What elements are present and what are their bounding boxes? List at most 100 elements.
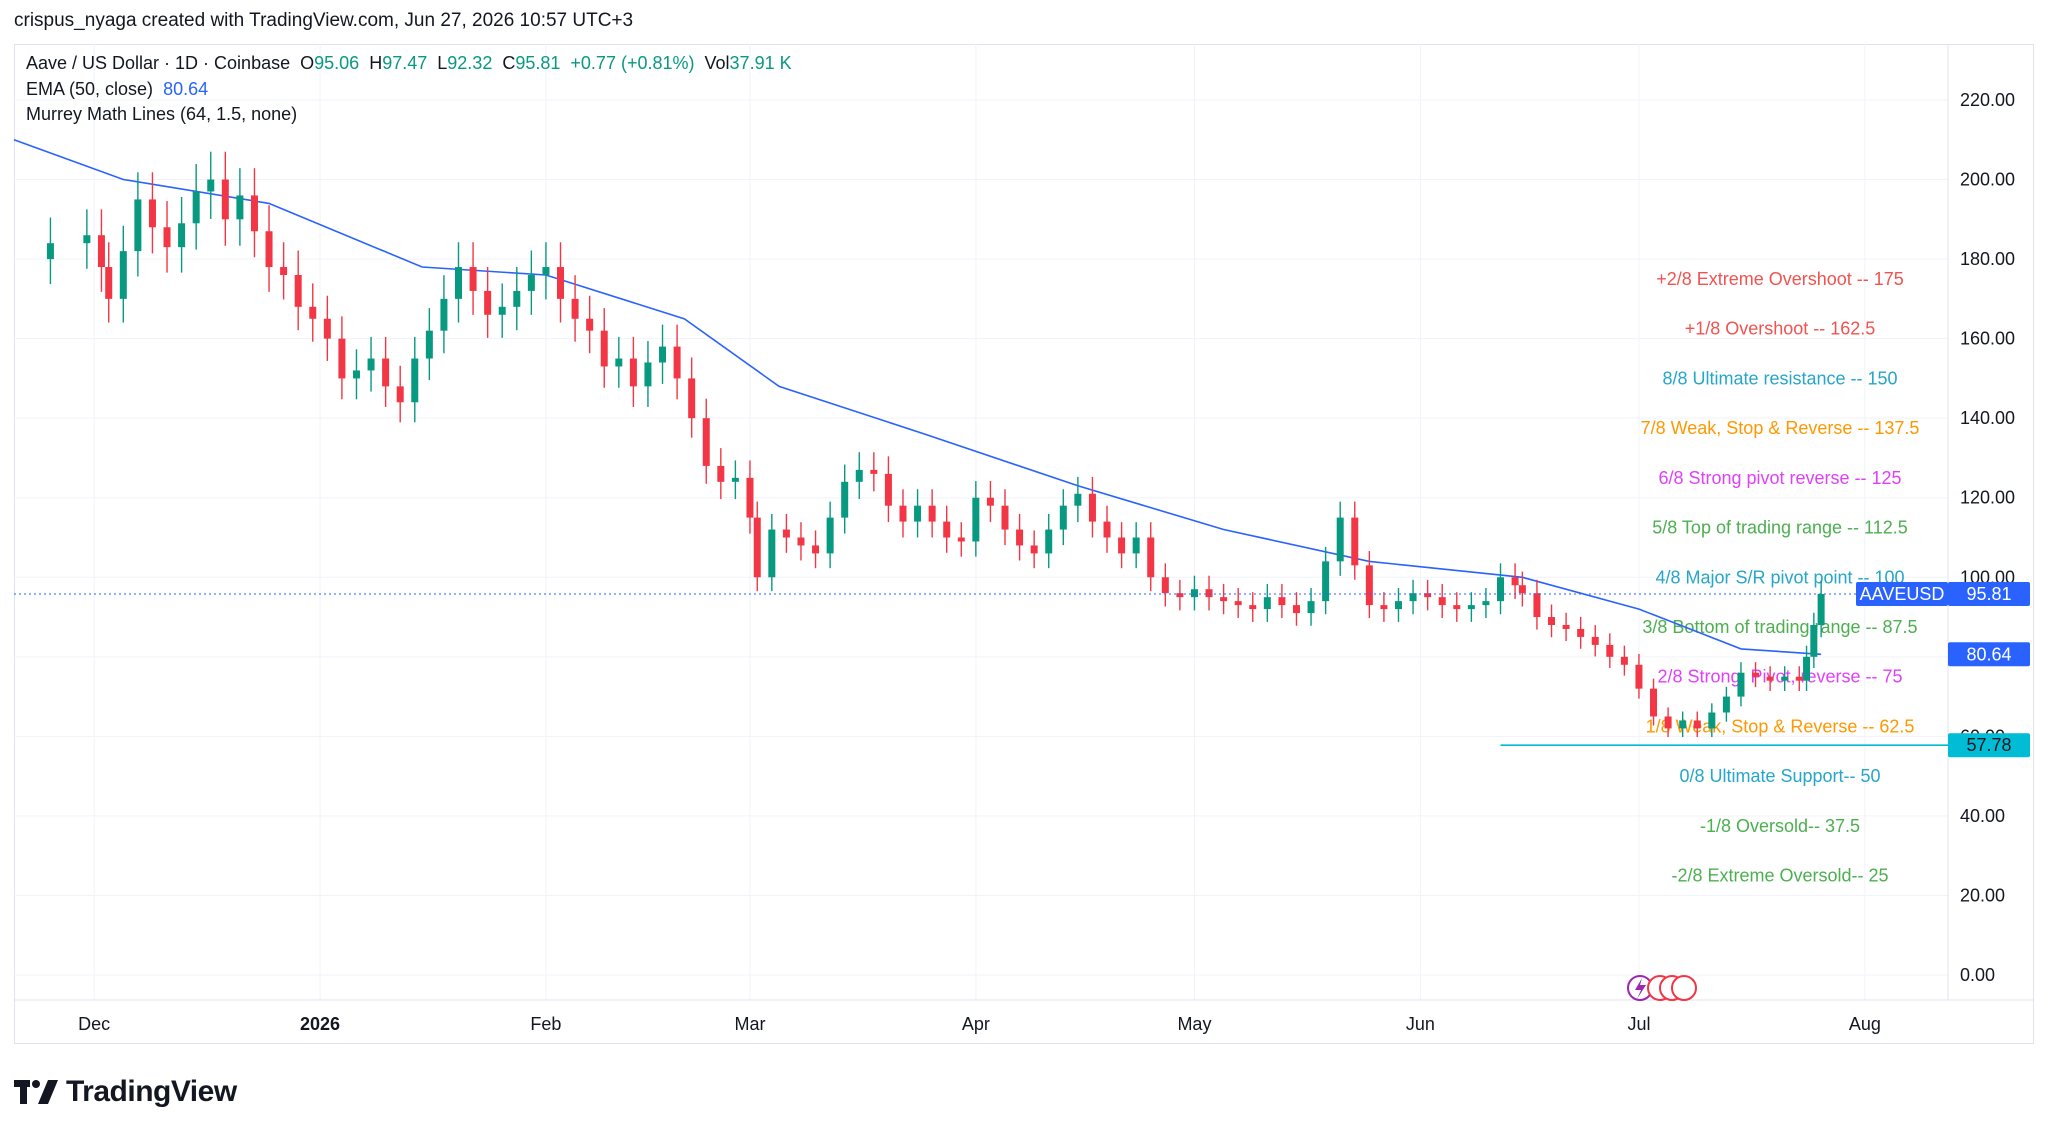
candle[interactable]	[571, 275, 579, 342]
candle[interactable]	[1161, 563, 1169, 607]
candle[interactable]	[688, 357, 696, 438]
candle[interactable]	[1511, 563, 1519, 599]
candle[interactable]	[1635, 653, 1643, 699]
candle[interactable]	[1620, 645, 1628, 676]
candle[interactable]	[826, 501, 834, 569]
candle[interactable]	[105, 242, 113, 323]
candle[interactable]	[97, 209, 105, 292]
candle[interactable]	[1074, 476, 1082, 523]
candle[interactable]	[294, 250, 302, 331]
candle[interactable]	[250, 168, 258, 258]
candle[interactable]	[746, 460, 754, 534]
candle[interactable]	[1307, 588, 1315, 626]
candle[interactable]	[513, 266, 521, 331]
candle[interactable]	[673, 324, 681, 400]
candle[interactable]	[768, 513, 776, 592]
candle[interactable]	[265, 205, 273, 292]
candle[interactable]	[1482, 588, 1490, 619]
candle[interactable]	[943, 505, 951, 553]
candle[interactable]	[1795, 666, 1803, 691]
us-flag-icon[interactable]	[1671, 975, 1697, 1001]
candle[interactable]	[1606, 633, 1614, 668]
candle[interactable]	[1336, 501, 1344, 576]
candle[interactable]	[163, 201, 171, 273]
candle[interactable]	[899, 489, 907, 538]
candle[interactable]	[717, 448, 725, 500]
candle[interactable]	[207, 151, 215, 219]
candle[interactable]	[1518, 571, 1526, 607]
candle[interactable]	[586, 295, 594, 354]
candle[interactable]	[1220, 583, 1228, 615]
candle[interactable]	[986, 481, 994, 523]
candle[interactable]	[1045, 513, 1053, 569]
candle[interactable]	[1118, 522, 1126, 569]
candle[interactable]	[338, 316, 346, 400]
candle[interactable]	[557, 242, 565, 323]
candle[interactable]	[1424, 579, 1432, 611]
candle[interactable]	[221, 151, 229, 246]
candle[interactable]	[1263, 583, 1271, 622]
candle[interactable]	[629, 336, 637, 407]
candle[interactable]	[1453, 592, 1461, 622]
candle[interactable]	[1365, 551, 1373, 619]
candle[interactable]	[870, 452, 878, 492]
candle[interactable]	[1497, 563, 1505, 615]
candle[interactable]	[1001, 489, 1009, 546]
candle[interactable]	[192, 164, 200, 250]
candle[interactable]	[542, 242, 550, 300]
candle[interactable]	[1752, 662, 1760, 688]
candle[interactable]	[1016, 513, 1024, 561]
candle[interactable]	[841, 464, 849, 534]
candle[interactable]	[1708, 703, 1716, 738]
candle[interactable]	[797, 522, 805, 561]
candle[interactable]	[46, 217, 54, 285]
candle[interactable]	[178, 196, 186, 273]
candle[interactable]	[440, 275, 448, 354]
candle[interactable]	[83, 209, 91, 269]
candle[interactable]	[236, 168, 244, 246]
candle[interactable]	[884, 456, 892, 523]
symbol-label[interactable]: Aave / US Dollar · 1D · Coinbase	[26, 53, 291, 73]
chart-frame[interactable]	[14, 44, 2034, 1044]
candle[interactable]	[1548, 604, 1556, 638]
candle[interactable]	[1693, 711, 1701, 738]
candle[interactable]	[1409, 579, 1417, 615]
candle[interactable]	[1234, 588, 1242, 619]
candle[interactable]	[812, 530, 820, 569]
candle[interactable]	[702, 398, 710, 484]
candle[interactable]	[1533, 579, 1541, 630]
candle[interactable]	[782, 513, 790, 553]
candle[interactable]	[731, 460, 739, 500]
candle[interactable]	[1577, 616, 1585, 649]
candle[interactable]	[1190, 575, 1198, 611]
candle[interactable]	[134, 172, 142, 277]
candle[interactable]	[148, 172, 156, 254]
candle[interactable]	[1766, 666, 1774, 691]
candle[interactable]	[659, 324, 667, 384]
candle[interactable]	[600, 308, 608, 388]
candle[interactable]	[527, 250, 535, 315]
candle[interactable]	[119, 225, 127, 323]
candle[interactable]	[753, 501, 761, 592]
candle[interactable]	[1394, 588, 1402, 622]
candle[interactable]	[1088, 476, 1096, 538]
candle[interactable]	[1059, 489, 1067, 546]
candle[interactable]	[1103, 505, 1111, 553]
candle[interactable]	[1467, 592, 1475, 622]
candle[interactable]	[382, 336, 390, 407]
candle[interactable]	[1781, 666, 1789, 691]
candle[interactable]	[1278, 583, 1286, 619]
candle[interactable]	[309, 283, 317, 342]
candle[interactable]	[1030, 530, 1038, 569]
candle[interactable]	[1147, 522, 1155, 592]
candle[interactable]	[396, 365, 404, 423]
candle[interactable]	[411, 336, 419, 423]
candle[interactable]	[1176, 579, 1184, 611]
candle[interactable]	[914, 489, 922, 538]
candle[interactable]	[1737, 662, 1745, 707]
candle[interactable]	[1650, 678, 1658, 726]
candle[interactable]	[1249, 592, 1257, 622]
candle[interactable]	[1351, 501, 1359, 580]
legend-ema[interactable]: EMA (50, close) 80.64	[26, 79, 208, 100]
candle[interactable]	[484, 266, 492, 338]
